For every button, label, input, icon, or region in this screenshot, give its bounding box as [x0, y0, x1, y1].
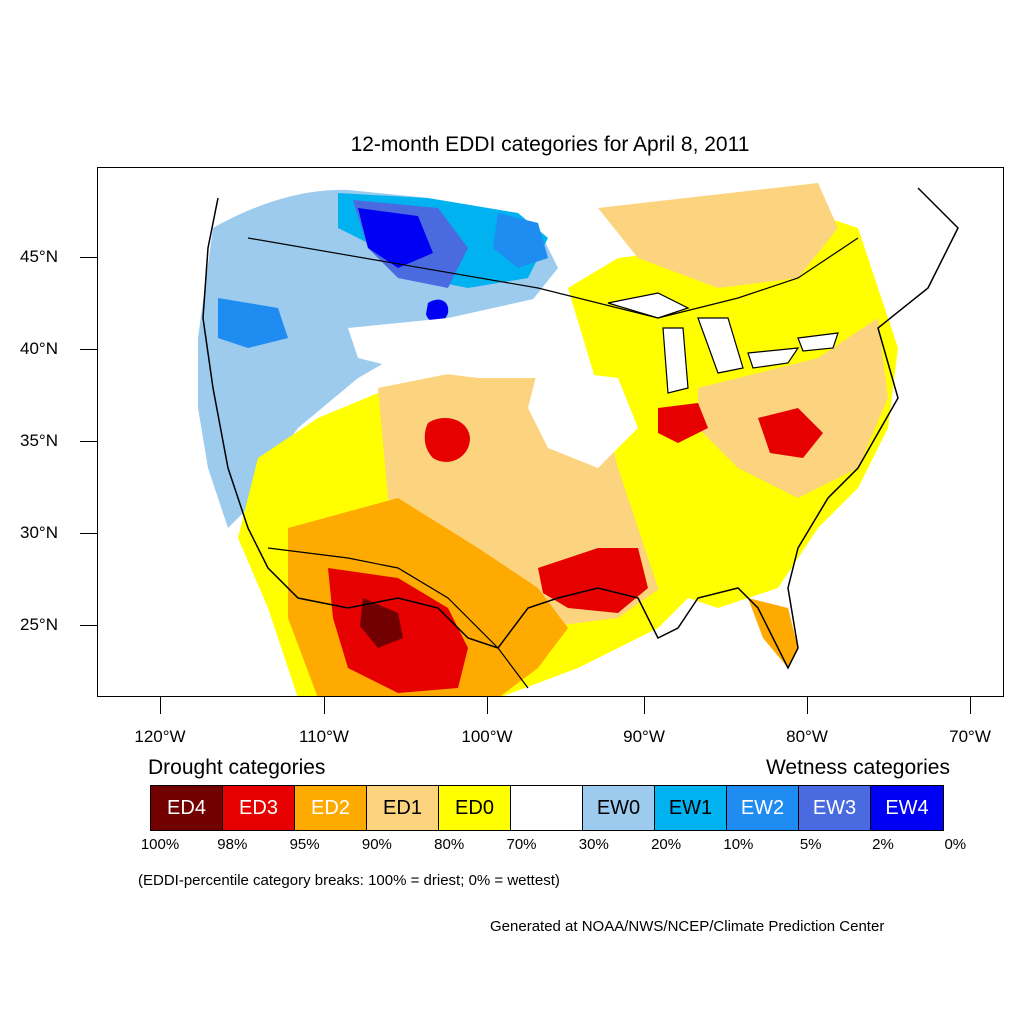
lon-label-90w: 90°W — [623, 727, 665, 746]
great-lakes — [607, 292, 839, 394]
percent-break-label: 95% — [289, 836, 320, 853]
percent-break-label: 0% — [944, 836, 967, 853]
region-ed3-virginia — [758, 408, 823, 458]
wetness-heading: Wetness categories — [765, 756, 950, 779]
region-ed1-midatlantic — [698, 318, 888, 498]
legend-swatch-ew4: EW4 — [871, 786, 943, 830]
region-ed3-colorado — [424, 418, 470, 462]
region-ew4-idaho — [426, 299, 449, 323]
legend-swatch-ed3: ED3 — [223, 786, 295, 830]
drought-heading: Drought categories — [148, 756, 326, 779]
percent-break-label: 2% — [872, 836, 894, 853]
lat-label-45: 45°N — [20, 247, 58, 266]
region-neutral-midwest — [528, 368, 638, 468]
region-ed2-florida — [748, 598, 798, 668]
lat-tick-40 — [80, 349, 97, 350]
legend-swatch-ed2: ED2 — [295, 786, 367, 830]
lat-label-40: 40°N — [20, 339, 58, 358]
region-ew2-north — [493, 213, 548, 268]
lat-tick-45 — [80, 257, 97, 258]
lon-label-110w: 110°W — [299, 727, 349, 746]
percent-break-label: 80% — [434, 836, 465, 853]
region-neutral-plains — [348, 298, 568, 378]
lat-label-35: 35°N — [20, 431, 58, 450]
category-note: (EDDI-percentile category breaks: 100% =… — [138, 872, 560, 889]
legend-swatch-ew0: EW0 — [583, 786, 655, 830]
canada-border — [247, 237, 859, 319]
map-title: 12-month EDDI categories for April 8, 20… — [350, 133, 750, 156]
mexico-border — [267, 547, 529, 689]
legend-swatch-ed4: ED4 — [151, 786, 223, 830]
eddi-map — [198, 183, 959, 696]
lon-tick-120w — [160, 697, 161, 714]
region-ew4-montana — [358, 208, 433, 268]
lon-tick-80w — [807, 697, 808, 714]
percent-break-label: 30% — [578, 836, 609, 853]
percent-break-label: 70% — [506, 836, 537, 853]
percent-break-label: 20% — [651, 836, 682, 853]
lon-tick-90w — [644, 697, 645, 714]
map-area — [97, 167, 1004, 697]
percent-break-label: 100% — [140, 836, 180, 853]
legend-swatch-ew1: EW1 — [655, 786, 727, 830]
legend-swatch-ed0: ED0 — [439, 786, 511, 830]
us-outline — [202, 187, 959, 670]
legend-swatch-ew2: EW2 — [727, 786, 799, 830]
lon-tick-100w — [487, 697, 488, 714]
lat-tick-35 — [80, 441, 97, 442]
legend-swatch-neutral — [511, 786, 583, 830]
lon-tick-110w — [324, 697, 325, 714]
lon-label-120w: 120°W — [134, 727, 186, 746]
region-ed4-mexico — [360, 598, 403, 648]
percent-break-label: 90% — [361, 836, 392, 853]
legend-swatch-ew3: EW3 — [799, 786, 871, 830]
legend-swatch-ed1: ED1 — [367, 786, 439, 830]
lat-label-30: 30°N — [20, 523, 58, 542]
lon-label-70w: 70°W — [949, 727, 991, 746]
lat-tick-25 — [80, 625, 97, 626]
percent-break-label: 5% — [799, 836, 822, 853]
percent-break-label: 10% — [723, 836, 754, 853]
lon-label-100w: 100°W — [461, 727, 513, 746]
category-legend: ED4 ED3 ED2 ED1 ED0 EW0 EW1 EW2 EW3 EW4 — [150, 785, 944, 831]
lat-tick-30 — [80, 533, 97, 534]
region-ed3-kentucky — [658, 403, 708, 443]
percent-break-label: 98% — [217, 836, 248, 853]
region-ew2-oregon — [218, 298, 288, 348]
lon-tick-70w — [970, 697, 971, 714]
lat-label-25: 25°N — [20, 615, 58, 634]
lon-label-80w: 80°W — [786, 727, 828, 746]
credit-line: Generated at NOAA/NWS/NCEP/Climate Predi… — [490, 918, 885, 935]
region-ed1-east — [598, 183, 838, 288]
